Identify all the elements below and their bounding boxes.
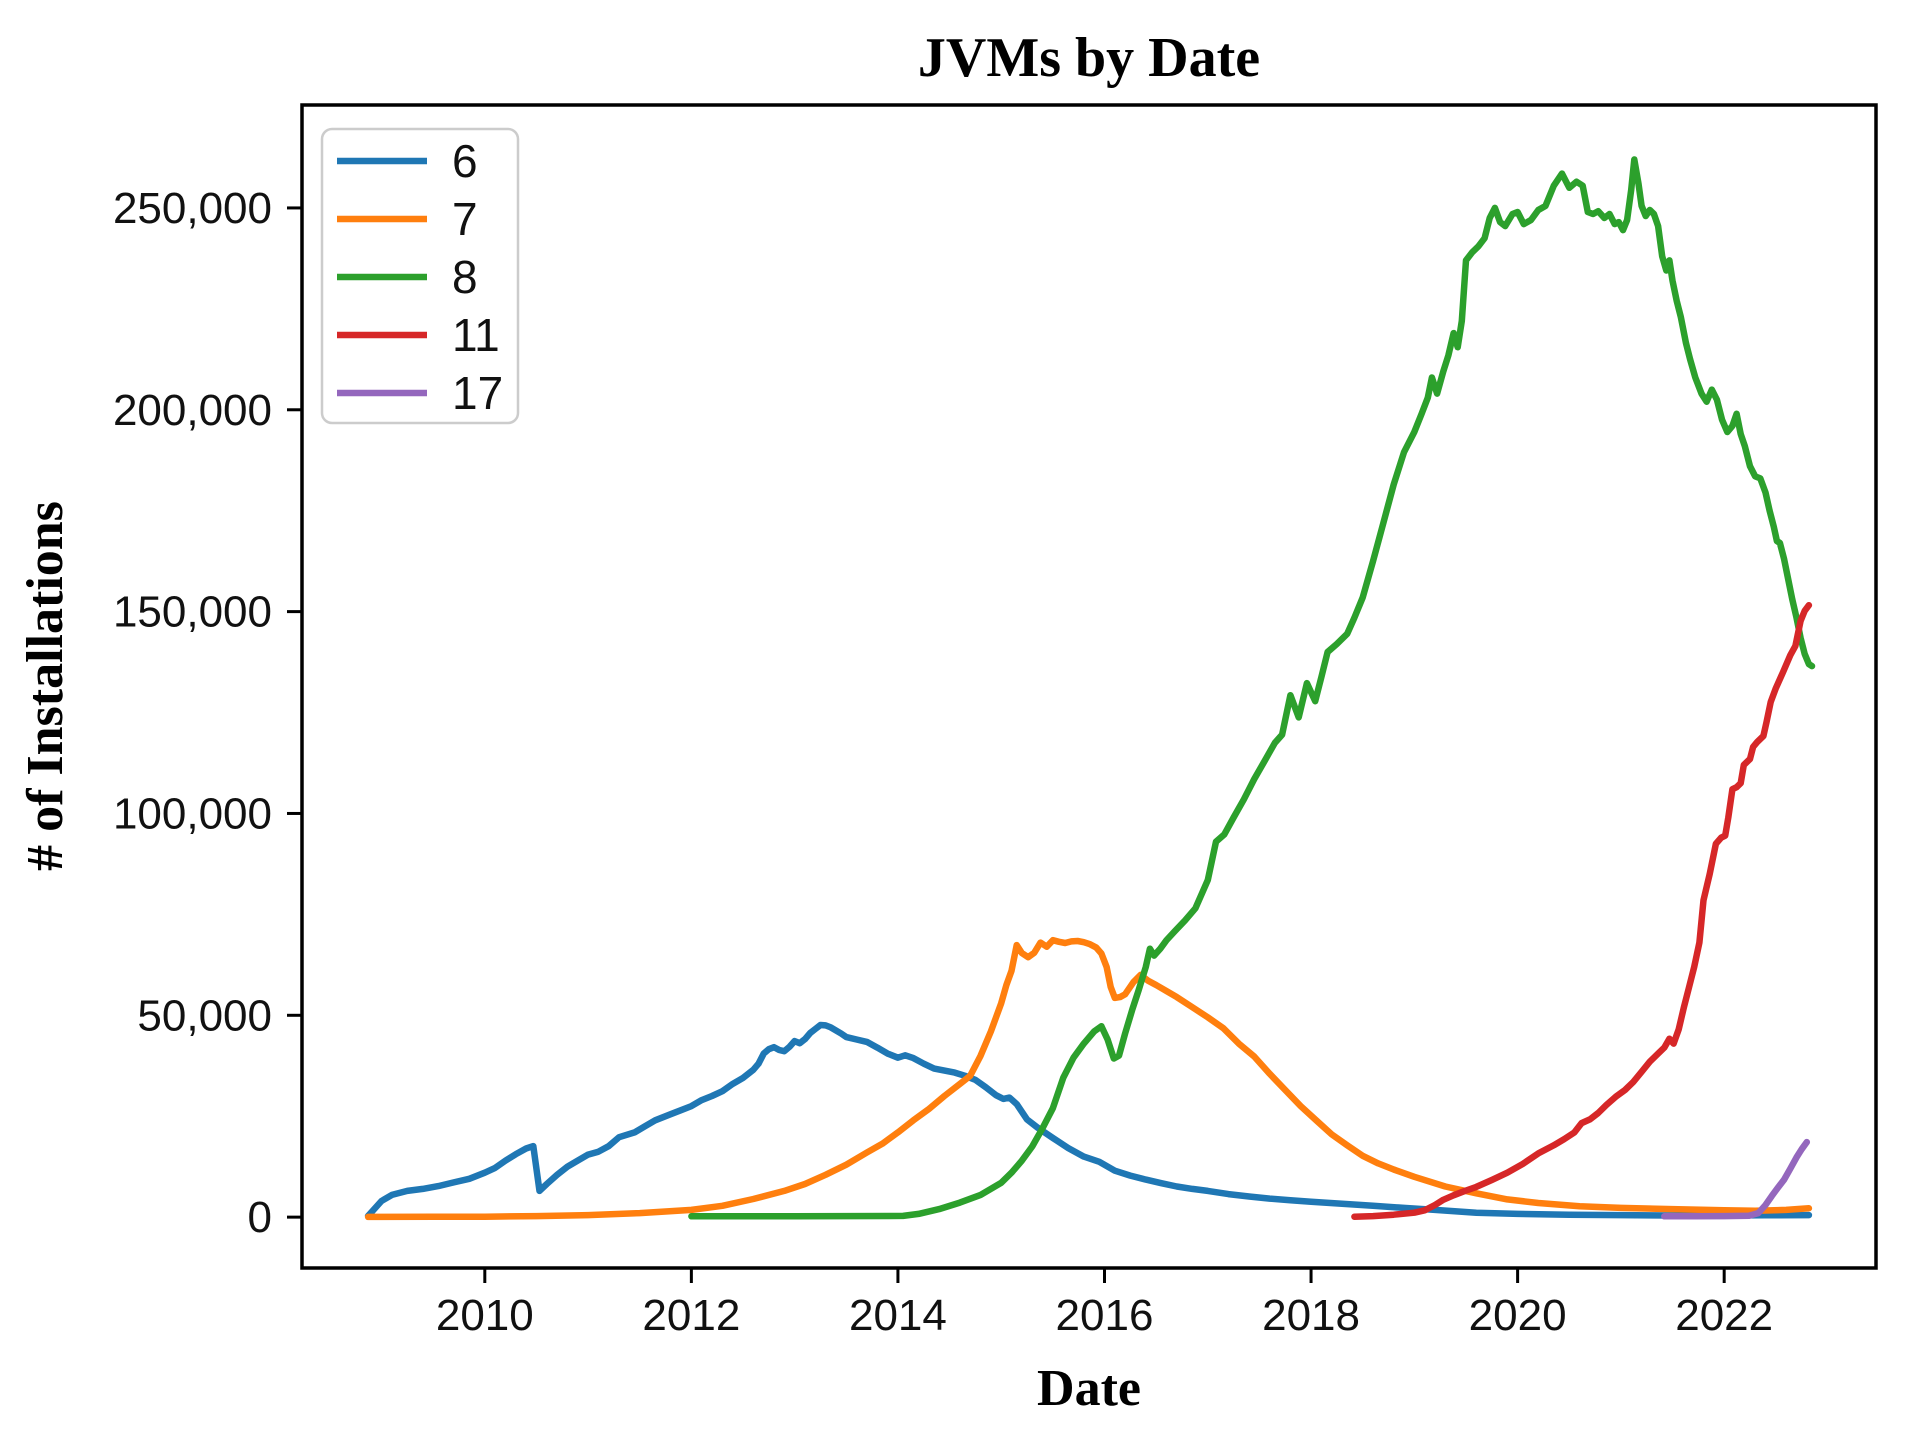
series-line-17 — [1661, 1138, 1811, 1220]
plot-border — [300, 103, 1878, 1270]
legend-label-17: 17 — [452, 367, 503, 419]
x-axis-label: Date — [1037, 1360, 1141, 1417]
legend-label-11: 11 — [452, 309, 500, 361]
x-axis-ticks: 2010 2012 2014 2016 2018 2020 2022 — [436, 1268, 1773, 1340]
x-tick-label: 2014 — [849, 1291, 947, 1340]
y-tick-label: 150,000 — [113, 588, 272, 637]
legend: 6 7 8 11 17 — [320, 127, 520, 425]
y-tick-label: 0 — [248, 1193, 272, 1242]
series-line-6 — [364, 1021, 1813, 1220]
legend-label-8: 8 — [452, 251, 478, 303]
plot-area — [300, 103, 1878, 1270]
series-line-11 — [1351, 601, 1813, 1220]
y-tick-label: 100,000 — [113, 789, 272, 838]
x-tick-label: 2016 — [1056, 1291, 1154, 1340]
chart-title: JVMs by Date — [918, 27, 1260, 89]
x-tick-label: 2010 — [436, 1291, 534, 1340]
y-axis-label: # of Installations — [17, 501, 74, 871]
x-tick-label: 2020 — [1469, 1291, 1567, 1340]
series-line-8 — [688, 156, 1816, 1220]
x-tick-label: 2018 — [1262, 1291, 1360, 1340]
legend-label-6: 6 — [452, 135, 478, 187]
data-series — [364, 156, 1816, 1221]
y-axis-ticks: 0 50,000 100,000 150,000 200,000 250,000 — [113, 184, 302, 1242]
x-tick-label: 2012 — [642, 1291, 740, 1340]
legend-label-7: 7 — [452, 193, 478, 245]
y-tick-label: 250,000 — [113, 184, 272, 233]
y-tick-label: 200,000 — [113, 386, 272, 435]
y-tick-label: 50,000 — [137, 991, 272, 1040]
x-tick-label: 2022 — [1675, 1291, 1773, 1340]
series-line-7 — [364, 936, 1813, 1221]
